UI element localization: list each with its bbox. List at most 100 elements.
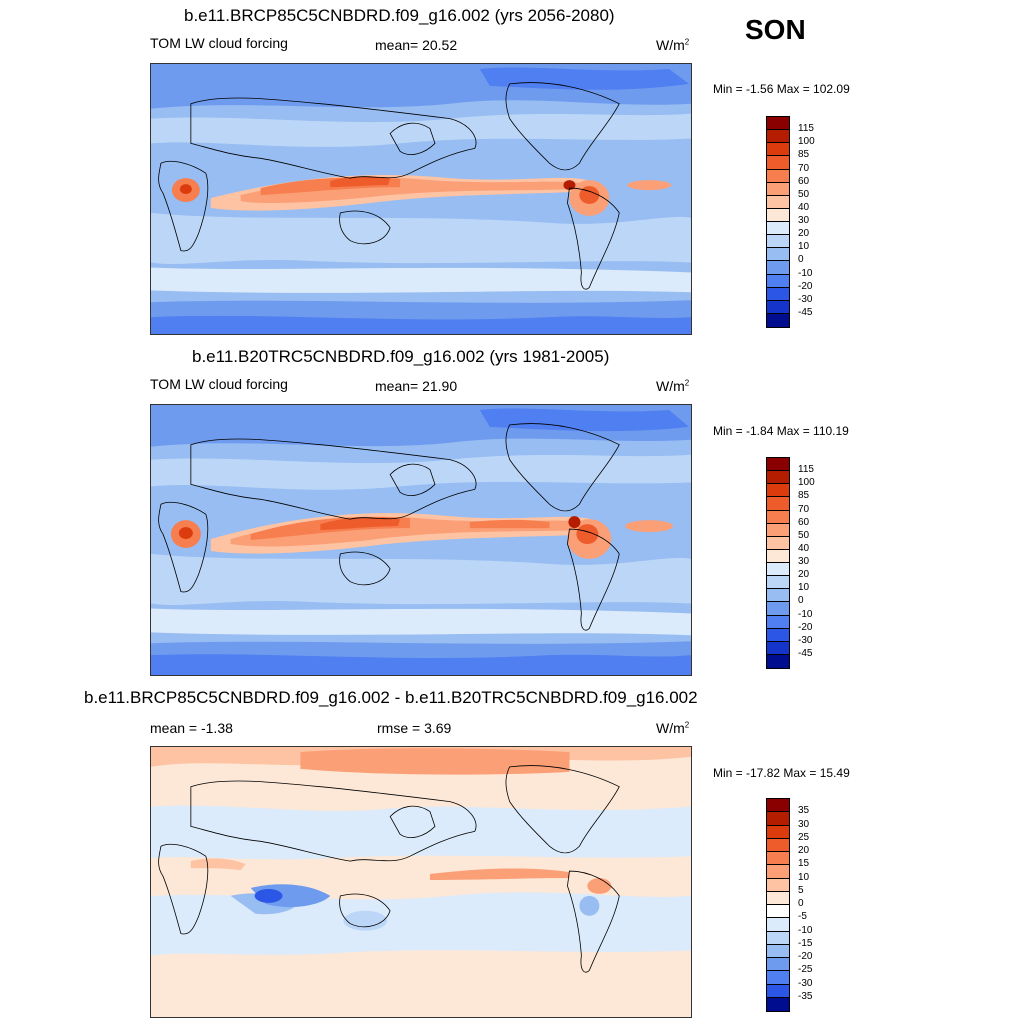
panel2-title: b.e11.B20TRC5CNBDRD.f09_g16.002 (yrs 198… <box>192 347 610 366</box>
colorbar-swatch <box>767 905 789 919</box>
colorbar-swatch <box>767 549 789 563</box>
colorbar-swatch <box>767 130 789 144</box>
colorbar-tick-label: 20 <box>798 228 810 240</box>
colorbar-tick-label: 100 <box>798 477 815 489</box>
colorbar-tick-label: 10 <box>798 871 810 883</box>
colorbar-swatch <box>767 984 789 998</box>
colorbar-tick-label: 10 <box>798 582 810 594</box>
panel1-colorbar <box>766 116 790 328</box>
panel3-units: W/m2 <box>656 720 690 736</box>
colorbar-swatch <box>767 274 789 288</box>
colorbar-swatch <box>767 628 789 642</box>
colorbar-tick-label: 20 <box>798 569 810 581</box>
panel3-title: b.e11.BRCP85C5CNBDRD.f09_g16.002 - b.e11… <box>84 688 698 707</box>
colorbar-swatch <box>767 300 789 314</box>
colorbar-tick-label: 60 <box>798 175 810 187</box>
colorbar-swatch <box>767 878 789 892</box>
colorbar-tick-label: -10 <box>798 924 813 936</box>
panel1-minmax: Min = -1.56 Max = 102.09 <box>713 82 850 96</box>
panel1-title: b.e11.BRCP85C5CNBDRD.f09_g16.002 (yrs 20… <box>184 6 615 25</box>
colorbar-tick-label: 60 <box>798 516 810 528</box>
colorbar-swatch <box>767 825 789 839</box>
colorbar-swatch <box>767 944 789 958</box>
panel3-mean: mean = -1.38 <box>150 720 233 736</box>
colorbar-swatch <box>767 576 789 590</box>
colorbar-tick-label: 30 <box>798 556 810 567</box>
colorbar-swatch <box>767 182 789 196</box>
colorbar-swatch <box>767 852 789 866</box>
colorbar-tick-label: 30 <box>798 818 810 830</box>
colorbar-swatch <box>767 143 789 157</box>
colorbar-tick-label: 0 <box>798 898 804 909</box>
panel3-colorbar <box>766 798 790 1012</box>
colorbar-tick-label: -15 <box>798 937 813 949</box>
colorbar-swatch <box>767 458 789 472</box>
colorbar-tick-label: -35 <box>798 990 813 1002</box>
colorbar-tick-label: -20 <box>798 621 813 633</box>
colorbar-swatch <box>767 812 789 826</box>
colorbar-swatch <box>767 169 789 183</box>
panel2-map <box>150 404 692 676</box>
colorbar-swatch <box>767 602 789 616</box>
colorbar-tick-label: 115 <box>798 123 814 135</box>
colorbar-swatch <box>767 891 789 905</box>
colorbar-swatch <box>767 931 789 945</box>
panel3-map <box>150 746 692 1018</box>
colorbar-tick-label: -10 <box>798 608 813 620</box>
colorbar-tick-label: 115 <box>798 464 814 476</box>
colorbar-tick-label: 0 <box>798 595 804 607</box>
colorbar-swatch <box>767 536 789 550</box>
colorbar-tick-label: -45 <box>798 306 813 318</box>
colorbar-swatch <box>767 248 789 262</box>
colorbar-tick-label: 50 <box>798 188 810 200</box>
colorbar-swatch <box>767 471 789 485</box>
colorbar-swatch <box>767 523 789 537</box>
colorbar-swatch <box>767 799 789 813</box>
colorbar-tick-label: -25 <box>798 964 813 976</box>
colorbar-swatch <box>767 222 789 236</box>
colorbar-tick-label: -5 <box>798 911 807 923</box>
colorbar-tick-label: 85 <box>798 490 810 502</box>
colorbar-swatch <box>767 156 789 170</box>
panel1-mean: mean= 20.52 <box>375 37 458 53</box>
colorbar-tick-label: 20 <box>798 845 810 856</box>
colorbar-tick-label: 35 <box>798 805 810 817</box>
colorbar-swatch <box>767 958 789 972</box>
colorbar-swatch <box>767 865 789 879</box>
colorbar-swatch <box>767 838 789 852</box>
colorbar-tick-label: 40 <box>798 201 810 213</box>
panel2-minmax: Min = -1.84 Max = 110.19 <box>713 424 849 438</box>
colorbar-swatch <box>767 287 789 301</box>
colorbar-tick-label: 100 <box>798 136 815 148</box>
colorbar-tick-label: -30 <box>798 977 813 989</box>
colorbar-tick-label: -45 <box>798 647 813 659</box>
colorbar-swatch <box>767 510 789 524</box>
colorbar-swatch <box>767 997 789 1011</box>
colorbar-tick-label: 70 <box>798 162 810 174</box>
colorbar-tick-label: -10 <box>798 267 813 279</box>
season-label: SON <box>745 14 806 45</box>
colorbar-swatch <box>767 117 789 131</box>
colorbar-tick-label: 40 <box>798 542 810 554</box>
panel2-units: W/m2 <box>656 378 690 394</box>
colorbar-tick-label: 25 <box>798 831 810 843</box>
colorbar-swatch <box>767 918 789 932</box>
colorbar-tick-label: 50 <box>798 529 810 541</box>
colorbar-tick-label: 70 <box>798 503 810 515</box>
colorbar-swatch <box>767 563 789 577</box>
colorbar-tick-label: -20 <box>798 280 813 292</box>
colorbar-swatch <box>767 484 789 498</box>
colorbar-tick-label: 15 <box>798 858 810 870</box>
panel2-variable-label: TOM LW cloud forcing <box>150 376 288 392</box>
colorbar-swatch <box>767 615 789 629</box>
panel1-map <box>150 63 692 335</box>
colorbar-tick-label: -30 <box>798 293 813 305</box>
colorbar-tick-label: 10 <box>798 241 810 253</box>
colorbar-swatch <box>767 261 789 275</box>
colorbar-swatch <box>767 654 789 668</box>
colorbar-swatch <box>767 195 789 209</box>
colorbar-swatch <box>767 641 789 655</box>
panel2-colorbar <box>766 457 790 669</box>
colorbar-swatch <box>767 208 789 222</box>
colorbar-swatch <box>767 497 789 511</box>
